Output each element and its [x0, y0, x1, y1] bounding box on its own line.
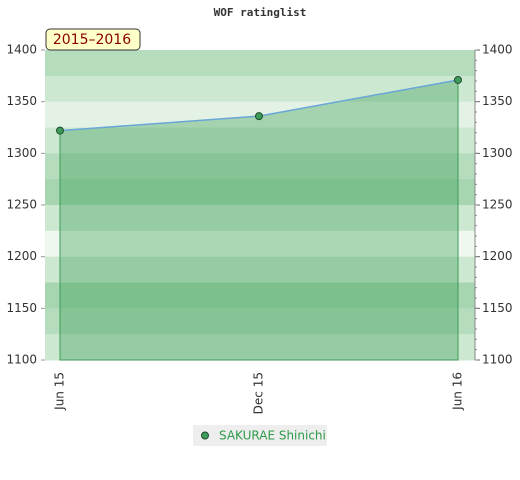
y-tick-label: 1100	[6, 353, 37, 367]
plot-stripe	[45, 179, 475, 206]
y-tick-label: 1300	[6, 146, 37, 160]
data-point	[56, 126, 64, 135]
plot-stripe	[45, 153, 475, 180]
badge-text: 2015–2016	[53, 32, 131, 48]
x-tick-label: Jun 16	[451, 372, 465, 411]
y2-tick-label: 1250	[482, 198, 513, 212]
plot-stripe	[45, 334, 475, 361]
legend-label: SAKURAE Shinichi	[219, 429, 326, 443]
plot-stripe	[45, 205, 475, 232]
y-tick-label: 1400	[6, 43, 37, 57]
plot-stripe	[45, 50, 475, 77]
chart-title: WOF ratinglist	[214, 6, 307, 19]
legend-marker	[201, 431, 209, 440]
legend-box	[193, 425, 327, 446]
x-tick-label: Dec 15	[252, 372, 266, 414]
y2-tick-label: 1150	[482, 301, 513, 315]
data-point	[454, 75, 462, 84]
y-tick-label: 1250	[6, 198, 37, 212]
plot-stripe	[45, 230, 475, 258]
plot-stripe	[45, 308, 475, 335]
plot-stripe	[45, 256, 475, 283]
y2-tick-label: 1300	[482, 146, 513, 160]
y-tick-label: 1350	[6, 94, 37, 108]
y-tick-label: 1150	[6, 301, 37, 315]
y2-tick-label: 1400	[482, 43, 513, 57]
plot-stripe	[45, 75, 475, 103]
plot-stripe	[45, 127, 475, 154]
badge-box	[45, 28, 141, 51]
x-tick-label: Jun 15	[53, 372, 67, 411]
y2-tick-label: 1350	[482, 94, 513, 108]
y2-tick-label: 1200	[482, 249, 513, 263]
data-point	[255, 112, 263, 121]
y-tick-label: 1200	[6, 249, 37, 263]
y2-tick-label: 1100	[482, 353, 513, 367]
plot-stripe	[45, 282, 475, 309]
